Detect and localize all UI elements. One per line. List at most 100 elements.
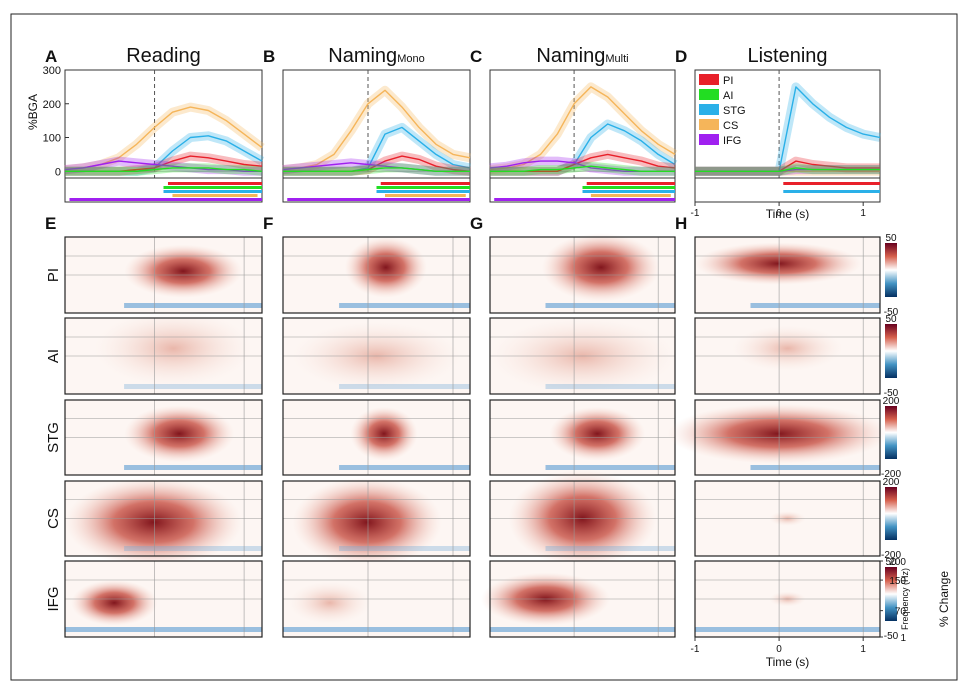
legend-label: AI bbox=[723, 90, 733, 102]
frequency-tick-label: 150 bbox=[889, 576, 906, 587]
spectrogram-activity bbox=[124, 244, 243, 298]
title-subscript: Multi bbox=[605, 53, 628, 65]
time-label: Time (s) bbox=[766, 655, 810, 669]
series-line bbox=[695, 167, 880, 172]
y-axis-label: %BGA bbox=[26, 94, 40, 130]
x-tick-label: 0 bbox=[776, 208, 782, 219]
spectrogram-frame bbox=[694, 317, 881, 395]
spectrogram-frame bbox=[694, 236, 881, 314]
significance-bar bbox=[590, 194, 671, 197]
panel-letter: A bbox=[45, 47, 57, 66]
time-tick-label: 0 bbox=[776, 644, 782, 655]
spectrogram-activity bbox=[667, 403, 890, 464]
spectrogram-frame bbox=[282, 560, 471, 638]
spectrogram-frame bbox=[489, 560, 676, 638]
significance-bar bbox=[376, 186, 470, 189]
spectrogram-suppression bbox=[283, 627, 470, 632]
spectrogram-frame bbox=[282, 317, 471, 395]
panel-title: NamingMulti bbox=[536, 45, 628, 67]
panel-letter: B bbox=[263, 47, 275, 66]
spectrogram-suppression bbox=[124, 546, 262, 551]
spectrogram-frame bbox=[282, 480, 471, 557]
significance-bar bbox=[494, 198, 675, 201]
legend-label: STG bbox=[723, 105, 746, 117]
series-line bbox=[490, 165, 675, 172]
panel-letter: F bbox=[263, 214, 273, 233]
frequency-tick-label: 70 bbox=[895, 607, 907, 618]
spectrogram-activity bbox=[288, 581, 371, 625]
spectrogram-activity bbox=[64, 477, 243, 568]
colorbar-tick-label: 50 bbox=[885, 233, 897, 244]
significance-bar bbox=[385, 194, 466, 197]
spectrogram-suppression bbox=[339, 303, 470, 308]
significance-bar bbox=[380, 182, 470, 185]
row-label: AI bbox=[45, 349, 62, 363]
panel-letter: E bbox=[45, 214, 56, 233]
legend-label: CS bbox=[723, 120, 738, 132]
spectrogram-frame bbox=[489, 480, 676, 557]
y-tick-label: 100 bbox=[43, 133, 61, 145]
spectrogram-suppression bbox=[750, 303, 880, 308]
spectrogram-activity bbox=[94, 310, 253, 387]
spectrogram-suppression bbox=[545, 384, 675, 389]
y-tick-label: 200 bbox=[43, 99, 61, 111]
significance-bar bbox=[376, 190, 470, 193]
spectrogram-frame bbox=[489, 317, 676, 395]
colorbar bbox=[885, 324, 897, 378]
significance-bar bbox=[582, 186, 675, 189]
x-tick-label: -1 bbox=[691, 208, 700, 219]
spectrogram-suppression bbox=[339, 546, 470, 551]
legend-swatch bbox=[699, 74, 719, 85]
significance-bar bbox=[586, 182, 675, 185]
colorbar bbox=[885, 406, 897, 459]
spectrogram-frame bbox=[282, 399, 471, 476]
spectrogram-frame bbox=[282, 236, 471, 314]
colorbar-label: % Change bbox=[937, 571, 951, 627]
frequency-tick-label: 1 bbox=[900, 633, 906, 644]
colorbar bbox=[885, 567, 897, 621]
significance-bar bbox=[783, 190, 880, 193]
panel-letter: D bbox=[675, 47, 687, 66]
colorbar-tick-label: 50 bbox=[885, 557, 897, 568]
spectrogram-suppression bbox=[545, 303, 675, 308]
spectrogram-suppression bbox=[339, 384, 470, 389]
y-tick-label: 300 bbox=[43, 65, 61, 77]
legend-swatch bbox=[699, 104, 719, 115]
panel-letter: C bbox=[470, 47, 482, 66]
spectrogram-suppression bbox=[695, 627, 880, 632]
x-tick-label: 1 bbox=[860, 208, 866, 219]
colorbar-tick-label: 200 bbox=[883, 477, 900, 488]
spectrogram-activity bbox=[549, 406, 646, 461]
series-line bbox=[282, 89, 471, 171]
spectrogram-suppression bbox=[545, 546, 675, 551]
spectrogram-frame bbox=[694, 399, 881, 476]
spectrogram-activity bbox=[541, 233, 661, 302]
x-axis-label: Time (s) bbox=[766, 207, 810, 221]
title-text: Naming bbox=[328, 45, 397, 67]
y-tick-label: 0 bbox=[55, 166, 61, 178]
significance-bar bbox=[783, 182, 880, 185]
time-tick-label: -1 bbox=[691, 644, 700, 655]
spectrogram-activity bbox=[344, 237, 427, 298]
spectrogram-suppression bbox=[65, 627, 262, 632]
legend-swatch bbox=[699, 89, 719, 100]
spectrogram-frame bbox=[64, 480, 263, 557]
spectrogram-activity bbox=[124, 405, 235, 463]
series-line bbox=[489, 86, 676, 171]
title-text: Listening bbox=[747, 45, 827, 67]
figure-frame bbox=[10, 13, 958, 681]
time-tick-label: 1 bbox=[860, 644, 866, 655]
spectrogram-activity bbox=[292, 477, 442, 568]
panel-title: Listening bbox=[747, 45, 827, 67]
spectrogram-activity bbox=[732, 325, 843, 372]
plot-frame bbox=[694, 69, 881, 179]
spectrogram-frame bbox=[64, 560, 263, 638]
legend-label: IFG bbox=[723, 135, 741, 147]
colorbar-tick-label: -200 bbox=[881, 469, 901, 480]
colorbar bbox=[885, 243, 897, 297]
panel-title: NamingMono bbox=[328, 45, 424, 67]
spectrogram-suppression bbox=[124, 303, 262, 308]
spectrogram-activity bbox=[350, 406, 418, 461]
frequency-tick-label: 200 bbox=[889, 557, 906, 568]
spectrogram-activity bbox=[695, 242, 862, 285]
